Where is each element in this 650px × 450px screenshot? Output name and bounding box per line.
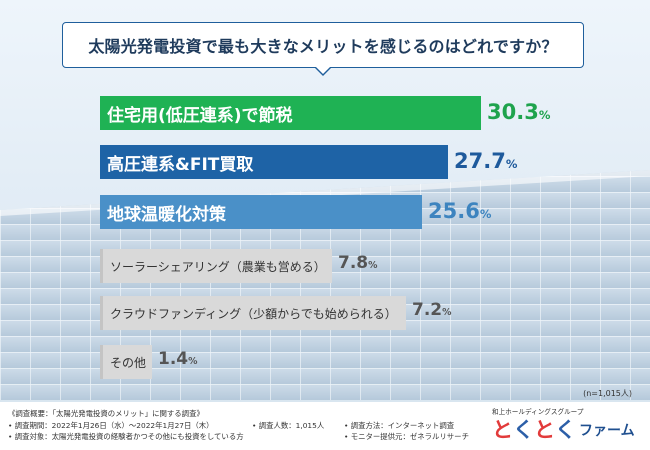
survey-notes: 《調査概要：「太陽光発電投資のメリット」に関する調査》 • 調査期間：2022年… [8, 408, 469, 443]
bar: その他 [100, 345, 152, 379]
survey-respondents: • 調査人数：1,015人 [252, 420, 325, 430]
bar-label: クラウドファンディング（少額からでも始められる） [110, 306, 397, 321]
brand-mark-char: と [534, 418, 555, 442]
brand-mark-char: と [492, 418, 513, 442]
sample-size: (n=1,015人) [583, 389, 632, 398]
survey-target: • 調査対象：太陽光発電投資の経験者かつその他にも投資をしている方 [8, 432, 244, 441]
bar-value-label: 7.8% [338, 253, 378, 273]
bar-value-label: 1.4% [158, 349, 198, 369]
bar-value-label: 30.3% [487, 100, 551, 124]
bar-label: 地球温暖化対策 [107, 204, 226, 225]
bar-label: 住宅用(低圧連系)で節税 [107, 105, 293, 126]
chart-title: 太陽光発電投資で最も大きなメリットを感じるのはどれですか？ [88, 37, 558, 56]
bar-label: 高圧連系&FIT買取 [107, 154, 254, 175]
survey-overview: 《調査概要：「太陽光発電投資のメリット」に関する調査》 [8, 409, 204, 418]
bar-value-label: 27.7% [454, 149, 518, 173]
brand-group-name: 和上ホールディングスグループ [492, 408, 584, 416]
brand-name: ファーム [579, 423, 635, 439]
bar-value-label: 25.6% [428, 199, 492, 223]
survey-provider: • モニター提供元：ゼネラルリサーチ [344, 432, 469, 441]
bar: 地球温暖化対策 [100, 195, 422, 229]
survey-method: • 調査方法：インターネット調査 [344, 420, 455, 430]
bar: ソーラーシェアリング（農業も営める） [100, 249, 332, 283]
brand-mark-char: く [513, 418, 534, 442]
bar-value-label: 7.2% [412, 300, 452, 320]
footer: 《調査概要：「太陽光発電投資のメリット」に関する調査》 • 調査期間：2022年… [0, 402, 650, 450]
bar: 高圧連系&FIT買取 [100, 145, 448, 179]
bar-label: その他 [110, 355, 147, 370]
bar: クラウドファンディング（少額からでも始められる） [100, 296, 406, 330]
brand-logo: 和上ホールディングスグループ と く と く ファーム [492, 406, 642, 442]
brand-mark: と く と く [492, 418, 576, 442]
survey-period: • 調査期間：2022年1月26日（水）〜2022年1月27日（木） [8, 420, 214, 430]
bar: 住宅用(低圧連系)で節税 [100, 96, 481, 130]
question-banner: 太陽光発電投資で最も大きなメリットを感じるのはどれですか？ [62, 22, 584, 76]
brand-mark-char: く [555, 418, 576, 442]
bar-label: ソーラーシェアリング（農業も営める） [110, 259, 326, 274]
